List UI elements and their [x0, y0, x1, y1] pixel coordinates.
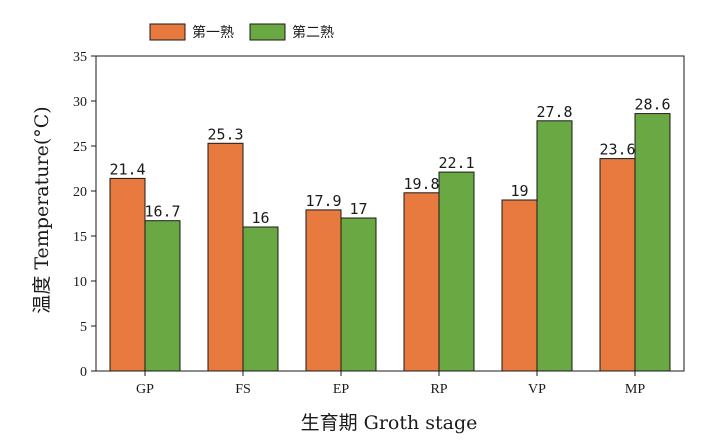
plot-frame [95, 55, 685, 372]
data-label: 17.9 [305, 192, 341, 210]
data-label: 23.6 [599, 141, 635, 159]
bar [599, 158, 636, 372]
data-label: 21.4 [109, 160, 145, 178]
data-label: 16 [251, 209, 269, 227]
data-label: 22.1 [438, 154, 474, 172]
x-tick-label: MP [625, 382, 645, 397]
y-tick-label: 15 [73, 230, 87, 245]
bar [634, 113, 671, 372]
bar [109, 177, 146, 372]
data-labels: 21.4 25.3 17.9 19.8 19 23.6 16.7 16 17 22.1 27.8 28… [109, 96, 670, 227]
data-label: 17 [349, 200, 367, 218]
y-tick-label: 35 [73, 50, 87, 65]
legend-label: 第二熟 [292, 24, 334, 41]
x-axis-title: 生育期 Groth stage [301, 412, 478, 434]
axes: 0 5 10 15 20 25 30 35 GP FS EP RP VP MP [73, 50, 685, 397]
x-tick-label: VP [528, 382, 546, 397]
data-label: 19 [510, 182, 528, 200]
x-tick-label: FS [235, 382, 251, 397]
legend-swatch [249, 23, 286, 41]
bar [403, 192, 440, 372]
y-tick-label: 0 [80, 365, 87, 380]
data-label: 19.8 [403, 175, 439, 193]
x-tick-label: RP [430, 382, 447, 397]
data-label: 28.6 [634, 96, 670, 114]
x-tick-label: GP [136, 382, 154, 397]
legend-swatch [149, 23, 186, 41]
y-tick-label: 5 [80, 320, 87, 335]
bars [109, 113, 671, 372]
legend: 第一熟 第二熟 [149, 23, 334, 41]
y-tick-label: 10 [73, 275, 87, 290]
data-label: 25.3 [207, 125, 243, 143]
bar [207, 142, 244, 372]
legend-label: 第一熟 [192, 24, 234, 41]
bar [438, 171, 475, 372]
y-tick-label: 30 [73, 95, 87, 110]
bar [305, 209, 342, 372]
y-axis-title: 温度 Temperature(°C) [31, 106, 53, 313]
bar [242, 226, 279, 372]
bar [501, 199, 538, 372]
y-tick-label: 25 [73, 140, 87, 155]
data-label: 16.7 [144, 203, 180, 221]
x-tick-label: EP [333, 382, 350, 397]
bar [144, 220, 181, 372]
data-label: 27.8 [536, 103, 572, 121]
bar [340, 217, 377, 372]
y-tick-label: 20 [73, 185, 87, 200]
bar [536, 120, 573, 372]
